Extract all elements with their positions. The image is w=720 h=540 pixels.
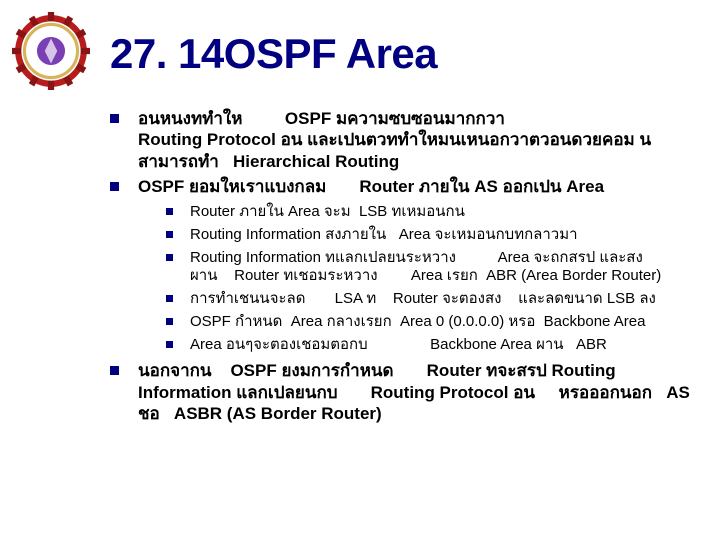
bullet-lvl1: นอกจากน OSPF ยงมการกำหนด Router ทจะสรป R… [110,360,702,424]
bullet-text: OSPF ยอมใหเราแบงกลม Router ภายใน AS ออกเ… [138,177,604,196]
bullet-lvl2: Router ภายใน Area จะม LSB ทเหมอนกน [166,203,702,222]
bullet-lvl2: Routing Information ทแลกเปลยนระหวาง Area… [166,249,702,287]
bullet-lvl2: Area อนๆจะตองเชอมตอกบ Backbone Area ผาน … [166,336,702,355]
bullet-lvl1: OSPF ยอมใหเราแบงกลม Router ภายใน AS ออกเ… [110,176,702,355]
bullet-lvl2: การทำเชนนจะลด LSA ท Router จะตองสง และลด… [166,290,702,309]
bullet-lvl2: OSPF กำหนด Area กลางเรยก Area 0 (0.0.0.0… [166,313,702,332]
slide-body: อนหนงททำให OSPF มความซบซอนมากกวาRouting … [110,108,702,428]
bullet-lvl2: Routing Information สงภายใน Area จะเหมอน… [166,226,702,245]
bullet-lvl1: อนหนงททำให OSPF มความซบซอนมากกวาRouting … [110,108,702,172]
university-logo [12,12,90,90]
slide-title: 27. 14OSPF Area [110,30,437,78]
